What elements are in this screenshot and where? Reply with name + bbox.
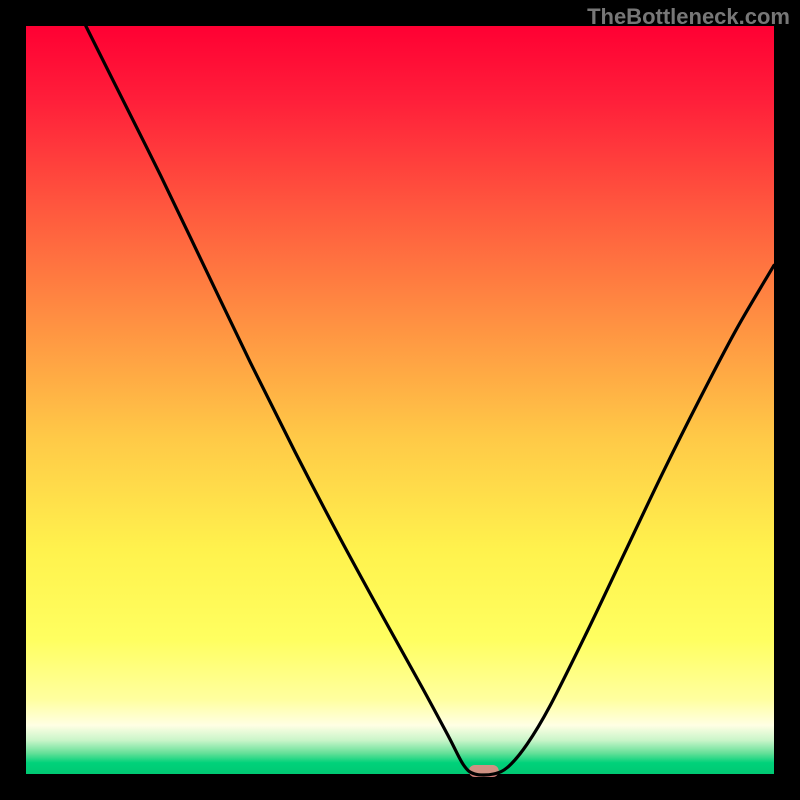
watermark-text: TheBottleneck.com [587,4,790,30]
chart-container: TheBottleneck.com [0,0,800,800]
chart-background [26,26,774,774]
bottleneck-chart [0,0,800,800]
